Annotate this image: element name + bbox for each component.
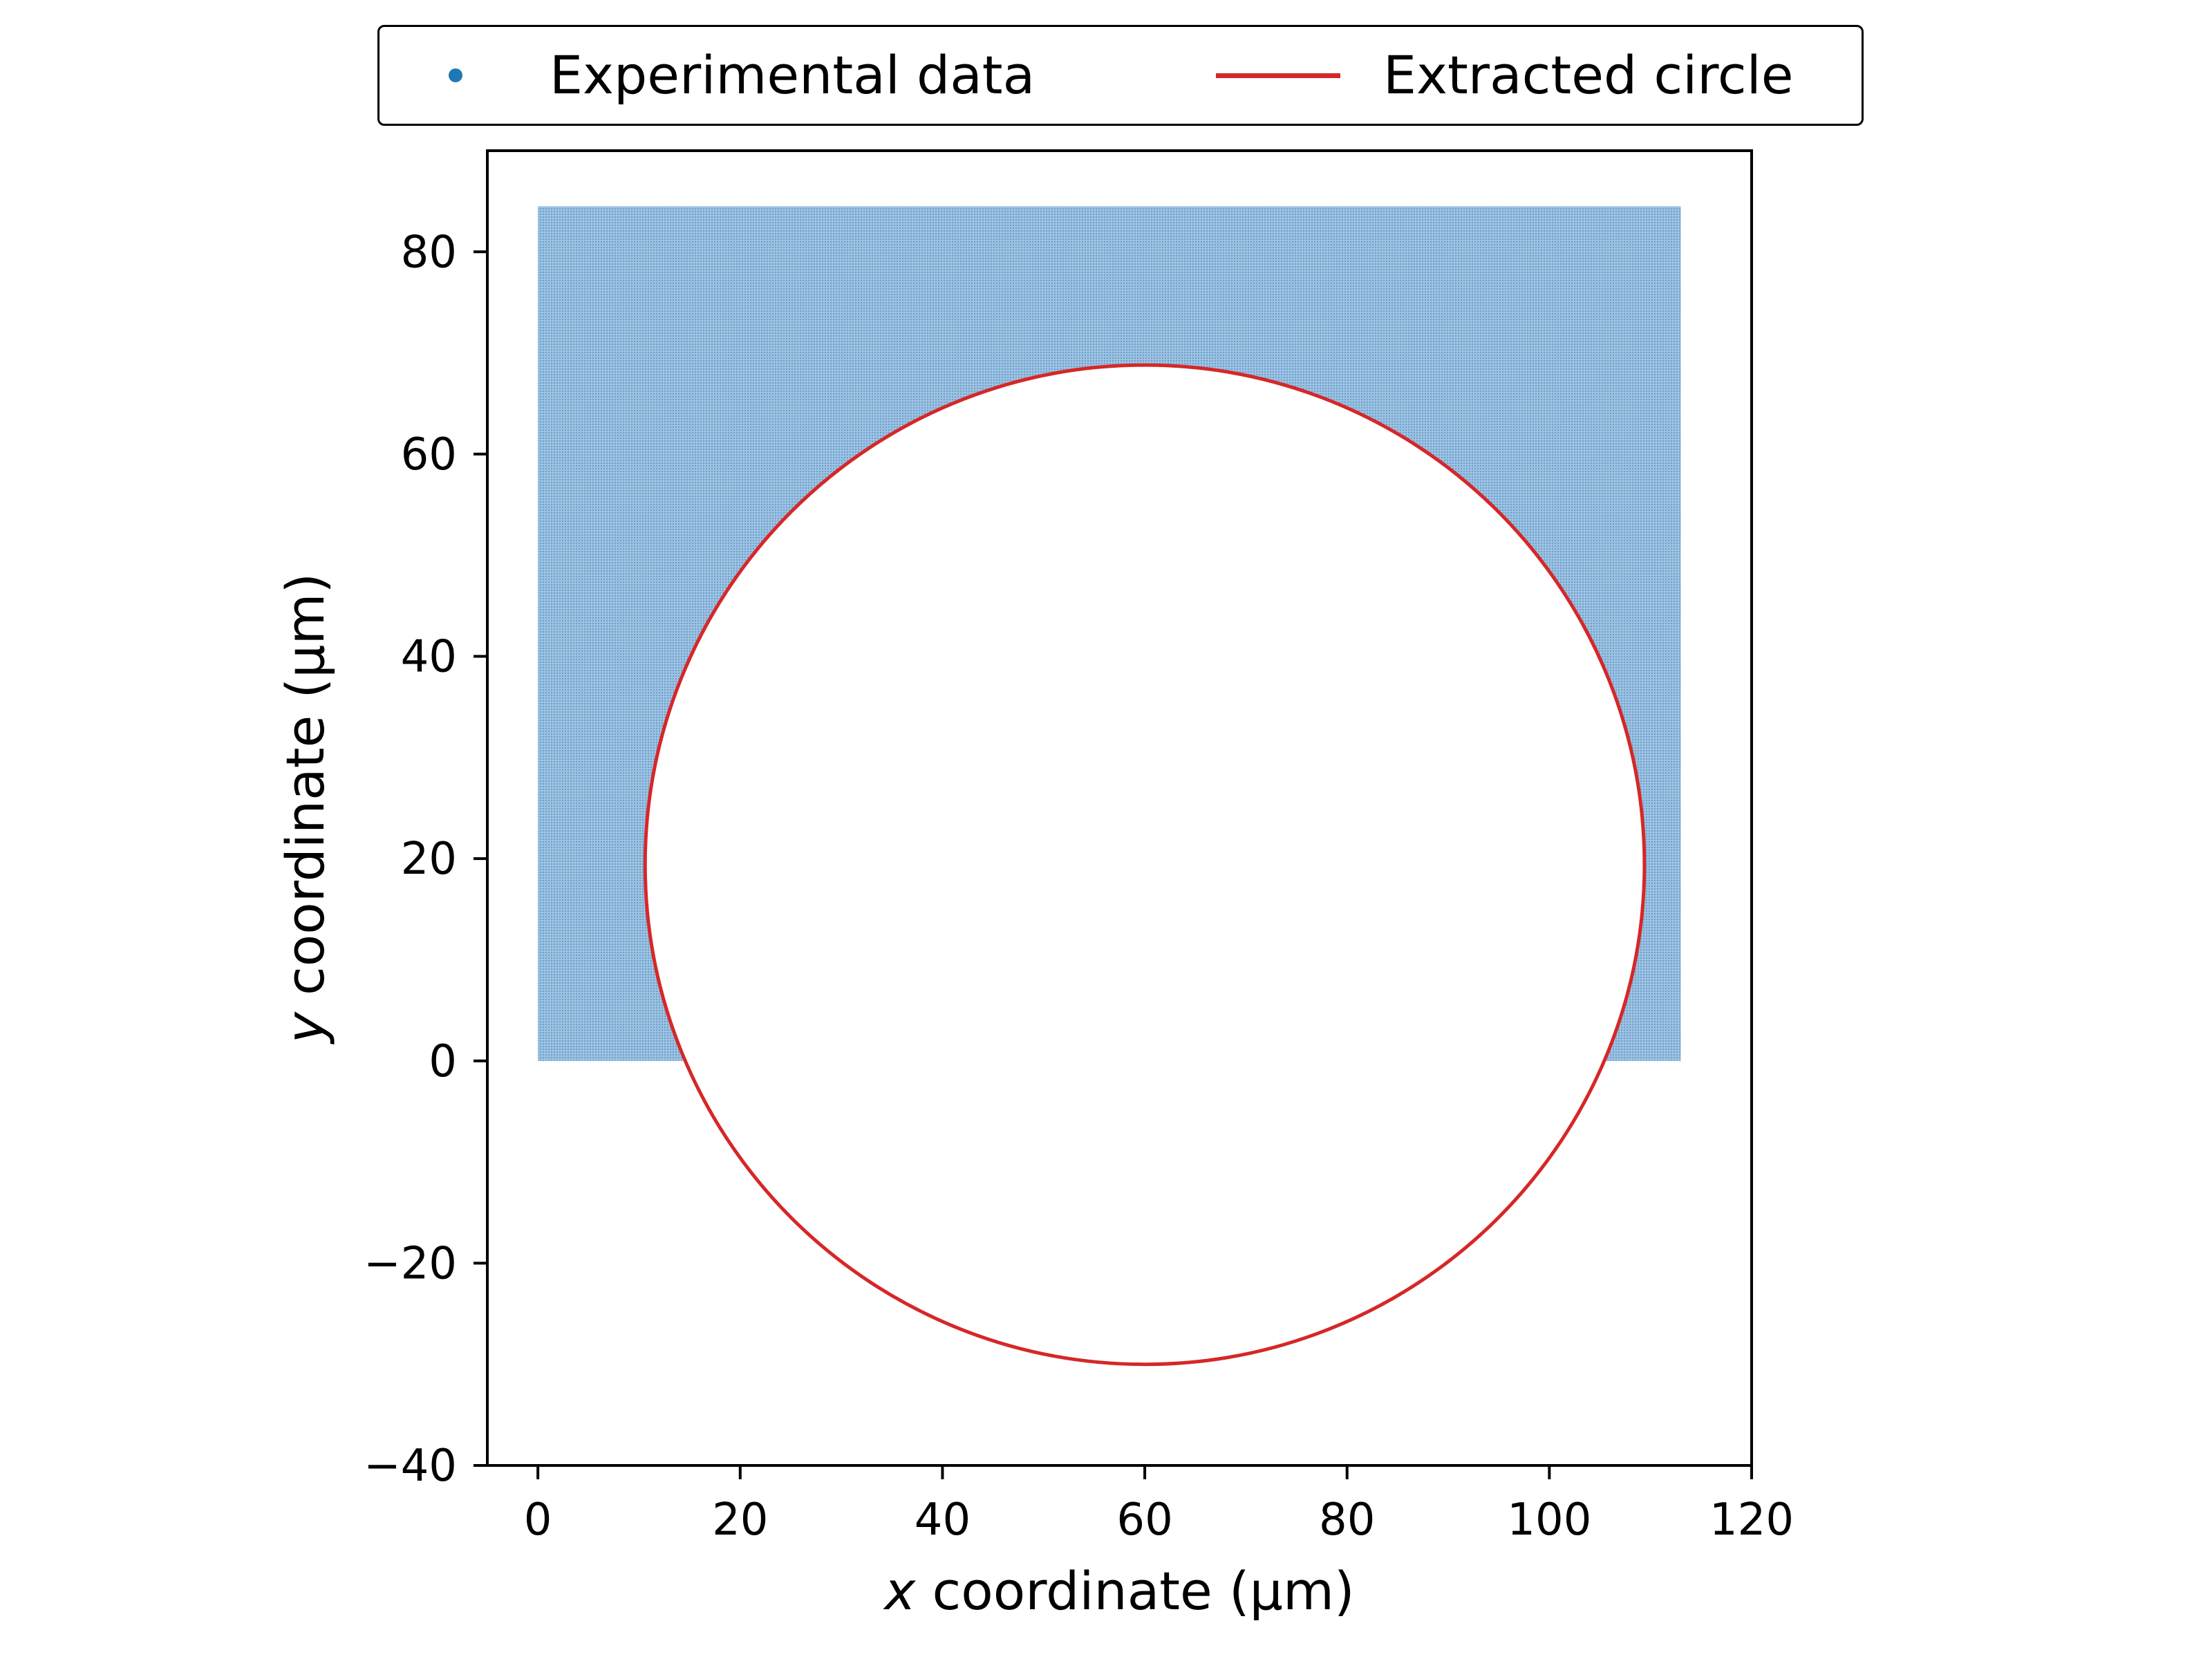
x-tick-label: 100 — [1507, 1494, 1591, 1546]
legend-label-circle: Extracted circle — [1383, 44, 1794, 106]
legend: Experimental data Extracted circle — [377, 25, 1864, 126]
y-tick-label: 0 — [429, 1036, 457, 1087]
x-tick-label: 40 — [915, 1494, 971, 1546]
y-tick-label: 20 — [401, 834, 457, 885]
legend-marker-dot — [449, 68, 462, 82]
x-tick-label: 20 — [712, 1494, 768, 1546]
experimental-data-region — [538, 206, 1681, 1061]
axes-frame — [486, 149, 1753, 1467]
plot-area: 0 20 40 60 80 100 120 −40 −20 0 20 40 60 80 x coordina… — [274, 149, 1794, 1622]
y-tick-label: 80 — [401, 227, 457, 278]
legend-label-experimental: Experimental data — [550, 44, 1035, 106]
y-tick-label: 40 — [401, 632, 457, 683]
x-tick-label: 120 — [1709, 1494, 1794, 1546]
legend-entry-circle: Extracted circle — [1216, 27, 1794, 124]
x-tick-label: 60 — [1116, 1494, 1172, 1546]
extracted-circle-line — [643, 363, 1647, 1367]
y-tick-label: −40 — [364, 1441, 457, 1492]
y-tick-label: −20 — [364, 1238, 457, 1289]
legend-entry-experimental: Experimental data — [449, 27, 1035, 124]
x-axis-label: x coordinate (µm) — [883, 1560, 1354, 1622]
x-tick-label: 80 — [1319, 1494, 1375, 1546]
x-tick-label: 0 — [524, 1494, 552, 1546]
legend-marker-line — [1216, 73, 1340, 78]
y-tick-label: 60 — [401, 429, 457, 480]
y-axis-label: y coordinate (µm) — [274, 573, 336, 1044]
